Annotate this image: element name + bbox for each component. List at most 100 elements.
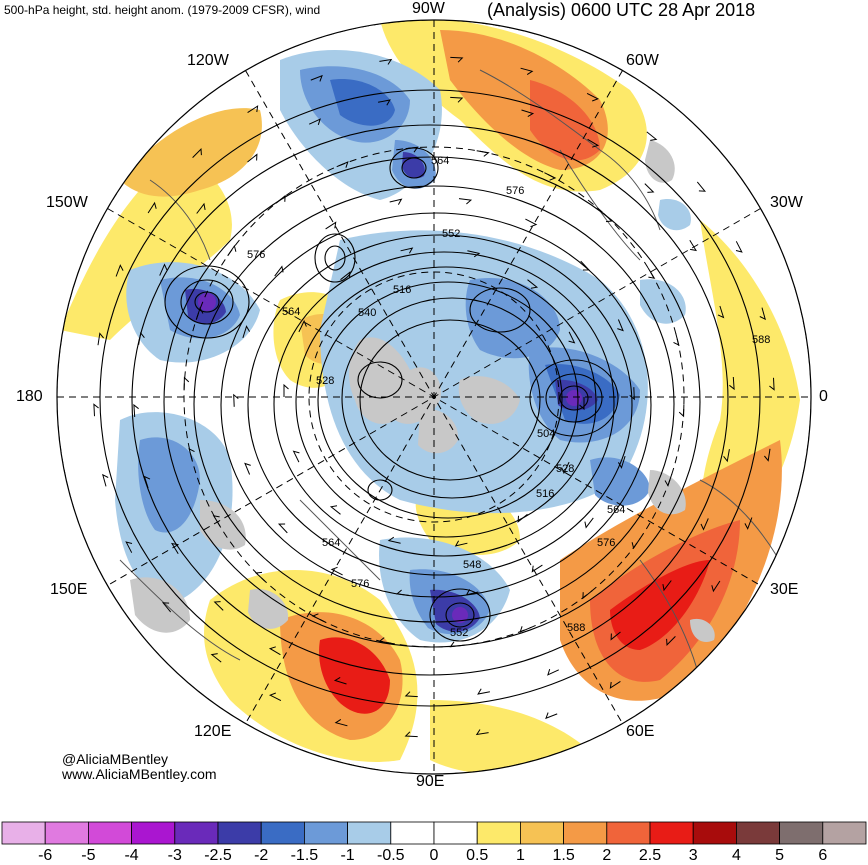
wind-barb — [333, 676, 347, 685]
colorbar-label: -1 — [340, 847, 355, 864]
wind-barb — [662, 580, 672, 592]
wind-barb — [458, 198, 473, 205]
wind-barb — [325, 221, 337, 230]
anomaly-region — [320, 230, 648, 514]
wind-barb — [610, 631, 621, 641]
map-title: 500-hPa height, std. height anom. (1979-… — [4, 3, 321, 17]
contour-label: 528 — [316, 375, 334, 387]
wind-barb — [340, 271, 351, 281]
contour-label: 504 — [537, 428, 555, 440]
wind-barb — [274, 265, 284, 277]
wind-barb — [138, 331, 145, 345]
wind-barb — [744, 517, 753, 530]
colorbar-label: 2.5 — [638, 847, 662, 864]
negative-anomaly-regions — [115, 50, 691, 643]
wind-barb — [298, 319, 307, 333]
contour-label: 576 — [597, 537, 615, 549]
wind-barb — [387, 536, 401, 544]
wind-barb — [454, 540, 468, 547]
colorbar-swatch — [260, 821, 305, 845]
lon-label-30w: 30W — [770, 194, 803, 211]
lon-label-60w: 60W — [626, 52, 659, 69]
credit-handle: @AliciaMBentley — [62, 751, 169, 767]
wind-barb — [268, 646, 281, 656]
wind-barb — [544, 172, 557, 181]
wind-barb — [115, 264, 124, 277]
contour-label: 528 — [556, 463, 574, 475]
anomaly-region — [610, 560, 710, 650]
contour-label: 564 — [431, 155, 449, 167]
land-mass — [200, 500, 246, 550]
colorbar-swatch — [217, 821, 262, 845]
wind-barb — [735, 241, 743, 253]
wind-barb — [525, 218, 538, 228]
wind-barb — [587, 138, 600, 148]
wind-barb — [450, 56, 464, 63]
colorbar-swatch — [433, 821, 478, 845]
colorbar-label: 1 — [515, 847, 525, 864]
colorbar-label: -1.5 — [290, 847, 319, 864]
wind-barbs — [93, 56, 775, 738]
lon-label-90w: 90W — [412, 0, 445, 17]
contour-label: 588 — [752, 334, 770, 346]
lon-label-90e: 90E — [416, 773, 445, 790]
anomaly-colorbar — [1, 821, 867, 845]
colorbar-swatch — [390, 821, 435, 845]
lon-label-150e: 150E — [50, 581, 88, 598]
land-areas — [130, 140, 715, 642]
wind-barb — [666, 636, 676, 647]
wind-barb — [700, 518, 709, 531]
colorbar-swatch — [88, 821, 133, 845]
wind-barb — [283, 383, 289, 397]
anomaly-region — [60, 150, 232, 340]
contour-label: 564 — [282, 306, 300, 318]
anomaly-region — [319, 637, 390, 714]
wind-barb — [678, 404, 685, 418]
graticule — [57, 20, 811, 774]
wind-barb — [268, 692, 282, 702]
colorbar-label: -0.5 — [377, 847, 405, 864]
wind-barb — [689, 239, 697, 252]
colorbar-swatch — [1, 821, 46, 845]
wind-barb — [162, 602, 172, 613]
land-mass — [130, 577, 190, 633]
wind-barb — [378, 99, 391, 106]
wind-barb — [133, 403, 139, 418]
wind-barb — [97, 332, 104, 346]
anomaly-region — [138, 437, 200, 533]
credit-website: www.AliciaMBentley.com — [62, 766, 217, 782]
wind-barb — [247, 153, 258, 163]
wind-barb — [545, 712, 558, 720]
colorbar-swatch — [520, 821, 565, 845]
wind-barb — [629, 387, 635, 401]
contour-label: 540 — [358, 307, 376, 319]
wind-barb — [584, 517, 594, 529]
wind-barb — [644, 183, 655, 193]
wind-barb — [93, 403, 99, 417]
lon-label-120w: 120W — [187, 52, 229, 69]
wind-barb — [527, 279, 539, 289]
wind-barb — [475, 729, 489, 736]
colorbar-swatch — [779, 821, 824, 845]
wind-barb — [602, 212, 614, 223]
wind-barb — [210, 653, 222, 663]
lon-label-150w: 150W — [46, 194, 88, 211]
land-mass — [418, 409, 459, 454]
contour-label: 576 — [247, 249, 265, 261]
lon-label-30e: 30E — [770, 581, 799, 598]
wind-barb — [192, 147, 202, 158]
contour-label: 576 — [506, 185, 524, 197]
anomaly-core — [452, 607, 468, 623]
wind-barb — [609, 680, 621, 689]
map-disk — [57, 20, 811, 774]
wind-barb — [404, 731, 418, 738]
wind-barb — [330, 566, 343, 576]
colorbar-swatch — [131, 821, 176, 845]
wind-barb — [568, 331, 576, 344]
contour-label: 576 — [351, 578, 369, 590]
anomaly-region — [120, 108, 262, 197]
colorbar-swatch — [649, 821, 694, 845]
wind-barb — [242, 325, 251, 339]
wind-barb — [233, 393, 239, 407]
contour-label: 552 — [442, 228, 460, 240]
